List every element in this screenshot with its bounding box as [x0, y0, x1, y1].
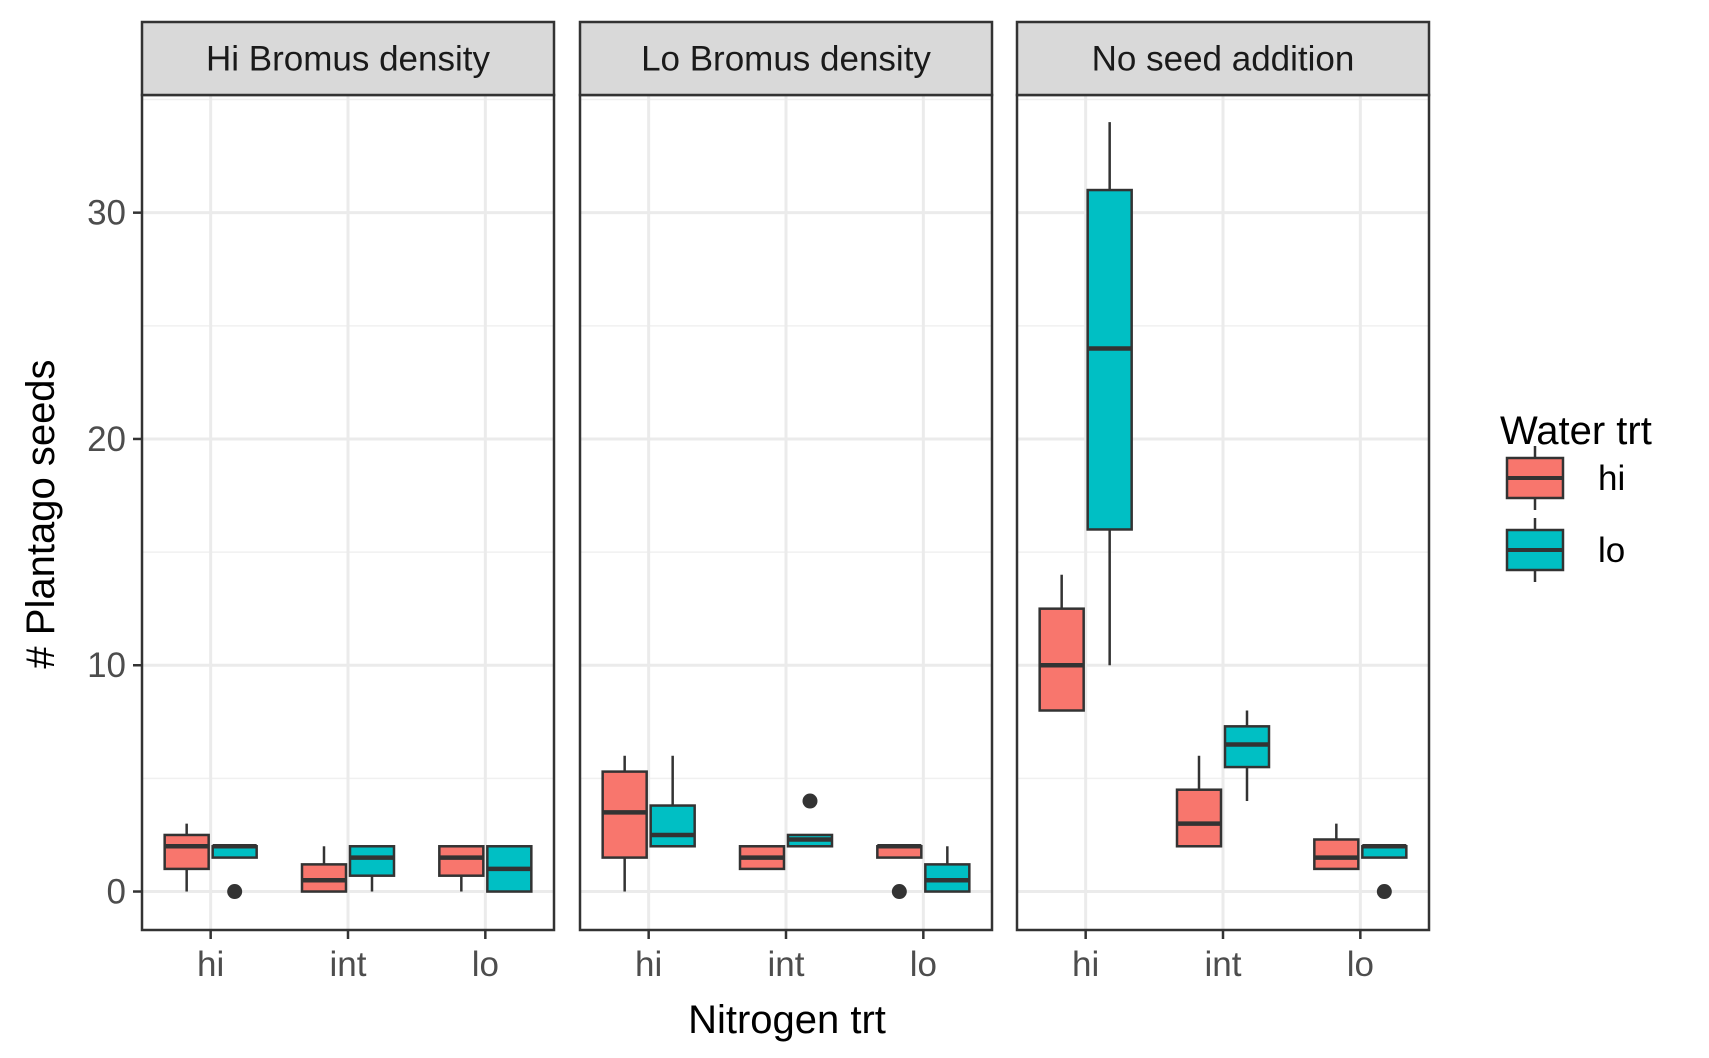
box-hi-lo — [649, 755, 696, 848]
box-body — [601, 770, 648, 859]
box-hi-hi — [1038, 574, 1085, 712]
box-hi-lo — [211, 844, 258, 900]
panel-3: No seed addition hi int lo — [1015, 20, 1431, 984]
legend-label: lo — [1598, 531, 1625, 570]
box-lo-lo — [924, 846, 971, 893]
box-lo-lo — [1361, 844, 1408, 900]
legend-title: Water trt — [1500, 409, 1652, 453]
outlier-point — [227, 884, 243, 900]
box-body — [300, 863, 348, 893]
box-body — [1175, 788, 1223, 848]
x-tick-label: lo — [472, 945, 499, 984]
strip-background — [140, 20, 556, 97]
y-axis: 0 10 20 30 — [87, 194, 142, 912]
box-lo-hi — [1313, 823, 1360, 871]
box-int-hi — [738, 845, 786, 871]
y-tick-label: 0 — [107, 873, 126, 912]
outlier-point — [802, 793, 818, 809]
panel-1: Hi Bromus density hi int lo — [140, 20, 556, 984]
x-tick-label: hi — [1072, 945, 1099, 984]
strip-label: Lo Bromus density — [641, 40, 931, 79]
box-int-hi — [300, 846, 348, 893]
outlier-point — [1376, 884, 1392, 900]
box-body — [924, 863, 971, 893]
box-body — [348, 845, 396, 877]
x-tick-label: lo — [910, 945, 937, 984]
panel-2: Lo Bromus density hi int lo — [578, 20, 994, 984]
strip-background — [1015, 20, 1431, 97]
box-hi-hi — [601, 755, 648, 892]
x-tick-label: hi — [197, 945, 224, 984]
strip-label: Hi Bromus density — [206, 40, 490, 79]
legend: Water trt hi lo — [1500, 409, 1652, 582]
legend-entry-lo: lo — [1505, 518, 1625, 582]
y-axis-label: # Plantago seeds — [19, 359, 63, 668]
box-lo-lo — [486, 845, 533, 893]
x-tick-label: hi — [635, 945, 662, 984]
legend-label: hi — [1598, 459, 1625, 498]
box-int-lo — [786, 793, 834, 848]
outlier-point — [891, 884, 907, 900]
box-body — [438, 845, 485, 877]
x-tick-label: int — [330, 945, 367, 984]
box-lo-hi — [876, 844, 923, 900]
y-tick-label: 10 — [87, 646, 126, 685]
box-body — [1313, 838, 1360, 871]
x-tick-label: int — [1205, 945, 1242, 984]
box-body — [1223, 725, 1271, 769]
box-lo-hi — [438, 845, 485, 892]
y-tick-label: 20 — [87, 420, 126, 459]
x-tick-label: int — [768, 945, 805, 984]
y-tick-label: 30 — [87, 194, 126, 233]
box-int-lo — [348, 845, 396, 892]
box-body — [163, 833, 210, 871]
box-int-lo — [1223, 710, 1271, 802]
strip-label: No seed addition — [1092, 40, 1355, 79]
box-body — [1038, 607, 1085, 712]
x-axis-label: Nitrogen trt — [688, 998, 886, 1042]
x-tick-label: lo — [1347, 945, 1374, 984]
box-hi-lo — [1086, 122, 1133, 666]
box-body — [649, 804, 696, 848]
box-body — [1086, 188, 1133, 531]
strip-background — [578, 20, 994, 97]
box-int-hi — [1175, 755, 1223, 848]
legend-entry-hi: hi — [1505, 446, 1625, 510]
box-hi-hi — [163, 823, 210, 892]
